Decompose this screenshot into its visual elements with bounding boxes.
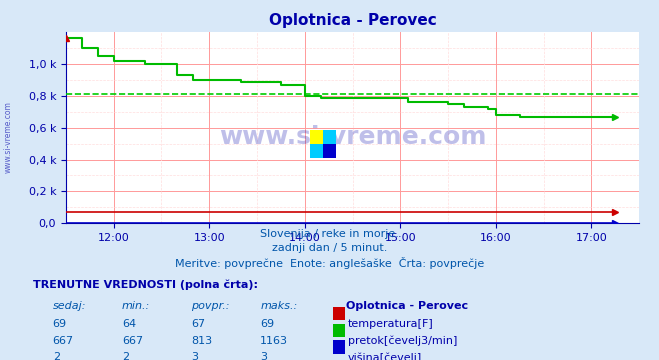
Text: zadnji dan / 5 minut.: zadnji dan / 5 minut. bbox=[272, 243, 387, 253]
Text: 67: 67 bbox=[191, 319, 205, 329]
Text: sedaj:: sedaj: bbox=[53, 301, 86, 311]
Text: www.si-vreme.com: www.si-vreme.com bbox=[4, 101, 13, 173]
Text: 3: 3 bbox=[191, 352, 198, 360]
Bar bbox=[323, 130, 336, 144]
Text: povpr.:: povpr.: bbox=[191, 301, 229, 311]
Text: 1163: 1163 bbox=[260, 336, 288, 346]
Title: Oplotnica - Perovec: Oplotnica - Perovec bbox=[269, 13, 436, 28]
Text: višina[čevelj]: višina[čevelj] bbox=[348, 352, 422, 360]
Text: min.:: min.: bbox=[122, 301, 150, 311]
Text: www.si-vreme.com: www.si-vreme.com bbox=[219, 125, 486, 149]
Text: 69: 69 bbox=[260, 319, 274, 329]
Text: pretok[čevelj3/min]: pretok[čevelj3/min] bbox=[348, 336, 457, 346]
Text: 2: 2 bbox=[122, 352, 129, 360]
Text: Slovenija / reke in morje.: Slovenija / reke in morje. bbox=[260, 229, 399, 239]
Bar bbox=[310, 144, 323, 158]
Bar bbox=[323, 144, 336, 158]
Text: Oplotnica - Perovec: Oplotnica - Perovec bbox=[346, 301, 468, 311]
Text: 667: 667 bbox=[53, 336, 74, 346]
Text: 813: 813 bbox=[191, 336, 212, 346]
Text: 69: 69 bbox=[53, 319, 67, 329]
Text: 667: 667 bbox=[122, 336, 143, 346]
Text: Meritve: povprečne  Enote: anglešaške  Črta: povprečje: Meritve: povprečne Enote: anglešaške Črt… bbox=[175, 257, 484, 269]
Text: 3: 3 bbox=[260, 352, 268, 360]
Bar bbox=[310, 130, 323, 144]
Text: temperatura[F]: temperatura[F] bbox=[348, 319, 434, 329]
Text: maks.:: maks.: bbox=[260, 301, 298, 311]
Text: 2: 2 bbox=[53, 352, 60, 360]
Text: 64: 64 bbox=[122, 319, 136, 329]
Text: TRENUTNE VREDNOSTI (polna črta):: TRENUTNE VREDNOSTI (polna črta): bbox=[33, 279, 258, 289]
